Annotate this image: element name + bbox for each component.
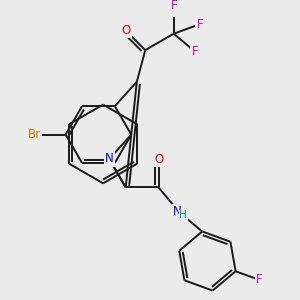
Text: F: F — [256, 274, 263, 286]
Text: O: O — [154, 153, 163, 166]
Text: N: N — [105, 152, 114, 166]
Text: F: F — [196, 18, 203, 31]
Text: N: N — [173, 205, 182, 218]
Text: F: F — [192, 45, 198, 58]
Text: O: O — [121, 24, 130, 37]
Text: Br: Br — [28, 128, 41, 141]
Text: F: F — [170, 0, 177, 12]
Text: H: H — [179, 210, 187, 220]
